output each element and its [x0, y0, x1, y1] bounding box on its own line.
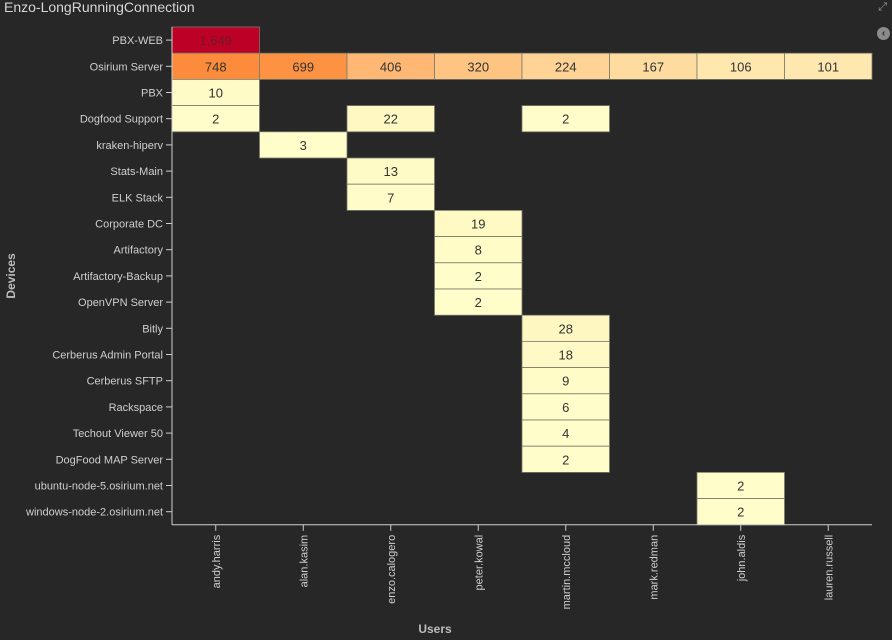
y-tick-label: Artifactory	[113, 245, 163, 257]
cell-value-label: 2	[212, 112, 219, 127]
cell-value-label: 699	[292, 59, 314, 74]
y-tick-label: windows-node-2.osirium.net	[25, 507, 163, 519]
cell-value-label: 167	[642, 59, 664, 74]
heatmap-cell	[521, 393, 610, 421]
cell-value-label: 18	[559, 348, 573, 363]
heatmap-cell	[434, 288, 523, 316]
heatmap-cell	[434, 236, 523, 264]
heatmap-cell	[171, 79, 260, 107]
cell-value-label: 406	[380, 59, 402, 74]
y-tick-label: PBX	[141, 88, 164, 100]
y-tick-label: Dogfood Support	[80, 114, 163, 126]
cell-value-label: 748	[205, 59, 227, 74]
cell-value-label: 4	[562, 426, 569, 441]
x-axis-title: Users	[418, 622, 452, 636]
y-axis-title: Devices	[4, 253, 18, 299]
heatmap-cell	[171, 26, 260, 54]
cell-value-label: 2	[562, 112, 569, 127]
y-tick-label: Corporate DC	[95, 219, 163, 231]
cell-value-label: 2	[475, 269, 482, 284]
x-tick-label: peter.kowal	[473, 535, 485, 591]
heatmap-cell	[521, 105, 610, 133]
heatmap-cell	[346, 105, 435, 133]
x-tick-label: martin.mccloud	[561, 535, 573, 610]
cell-value-label: 8	[475, 243, 482, 258]
cell-value-label: 10	[209, 86, 223, 101]
y-tick-label: PBX-WEB	[112, 35, 163, 47]
heatmap-cell	[696, 498, 785, 526]
y-tick-label: Rackspace	[109, 402, 163, 414]
x-tick-label: andy.harris	[211, 534, 223, 588]
cell-value-label: 6	[562, 400, 569, 415]
heatmap-cell	[521, 367, 610, 395]
cell-value-label: 106	[730, 59, 752, 74]
cell-value-label: 2	[737, 479, 744, 494]
y-tick-label: ubuntu-node-5.osirium.net	[35, 481, 163, 493]
cell-value-label: 320	[467, 59, 489, 74]
y-tick-label: Cerberus SFTP	[87, 376, 163, 388]
heatmap-cell	[434, 262, 523, 290]
cell-value-label: 101	[817, 59, 839, 74]
heatmap-cell	[696, 471, 785, 499]
x-tick-label: enzo.calogero	[386, 535, 398, 604]
cell-value-label: 13	[384, 164, 398, 179]
panel-title: Enzo-LongRunningConnection	[4, 0, 195, 15]
y-tick-label: Cerberus Admin Portal	[52, 350, 163, 362]
y-tick-label: Artifactory-Backup	[73, 271, 163, 283]
cell-value-label: 7	[387, 190, 394, 205]
y-tick-label: OpenVPN Server	[78, 297, 163, 309]
heatmap-cell	[521, 419, 610, 447]
cell-value-label: 28	[559, 321, 573, 336]
collapse-arrows-icon[interactable]: ⤢	[878, 1, 887, 13]
y-tick-label: Bitly	[142, 323, 163, 335]
heatmap-cell	[521, 52, 610, 80]
cell-value-label: 2	[737, 505, 744, 520]
cell-value-label: 2	[562, 452, 569, 467]
x-tick-label: mark.redman	[648, 535, 660, 600]
cell-value-label: 1,649	[199, 33, 232, 48]
y-tick-label: kraken-hiperv	[96, 140, 163, 152]
cell-value-label: 224	[555, 59, 577, 74]
y-tick-label: Stats-Main	[110, 166, 163, 178]
chevron-left-circle-icon[interactable]: ‹	[877, 27, 890, 40]
heatmap-cell	[521, 340, 610, 368]
y-tick-label: DogFood MAP Server	[56, 454, 164, 466]
x-tick-label: john.aldis	[736, 534, 748, 582]
cell-value-label: 22	[384, 112, 398, 127]
heatmap-cell	[521, 445, 610, 473]
cell-value-label: 2	[475, 295, 482, 310]
x-tick-label: alan.kasim	[298, 535, 310, 588]
y-tick-label: Osirium Server	[90, 61, 164, 73]
cell-value-label: 3	[300, 138, 307, 153]
x-tick-label: lauren.russell	[823, 535, 835, 600]
cell-value-label: 19	[471, 217, 485, 232]
y-tick-label: Techout Viewer 50	[73, 428, 163, 440]
heatmap-cell	[346, 157, 435, 185]
heatmap-cell	[346, 183, 435, 211]
heatmap-cell	[434, 209, 523, 237]
heatmap-cell	[784, 52, 873, 80]
heatmap-cell	[259, 131, 348, 159]
heatmap-cell	[259, 52, 348, 80]
heatmap-cell	[346, 52, 435, 80]
y-tick-label: ELK Stack	[112, 192, 164, 204]
cell-value-label: 9	[562, 374, 569, 389]
